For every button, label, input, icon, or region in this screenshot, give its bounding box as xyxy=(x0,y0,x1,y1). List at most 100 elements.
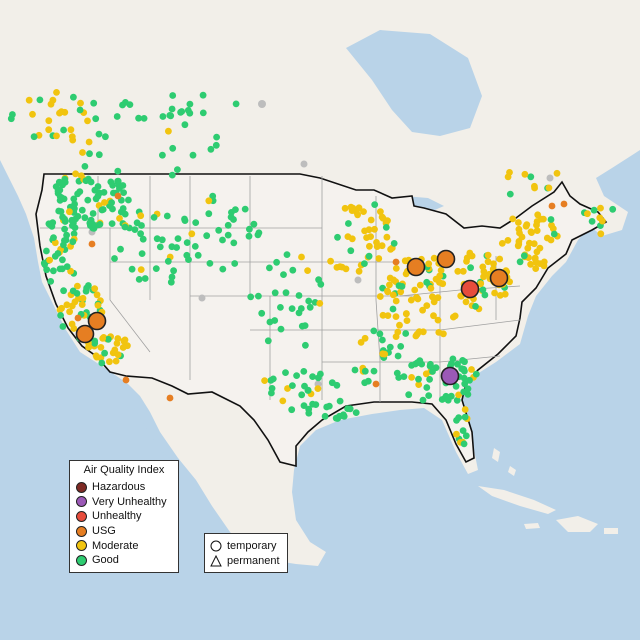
monitor-marker[interactable] xyxy=(405,391,413,399)
monitor-marker[interactable] xyxy=(533,227,541,235)
monitor-marker[interactable] xyxy=(407,296,415,304)
monitor-marker[interactable] xyxy=(416,281,424,289)
monitor-marker[interactable] xyxy=(159,151,166,159)
monitor-marker[interactable] xyxy=(392,313,400,320)
monitor-marker[interactable] xyxy=(56,193,64,201)
monitor-marker[interactable] xyxy=(496,255,504,263)
monitor-marker[interactable] xyxy=(108,220,116,228)
monitor-marker[interactable] xyxy=(347,247,355,255)
monitor-marker[interactable] xyxy=(348,235,356,243)
monitor-marker[interactable] xyxy=(68,133,76,141)
monitor-marker[interactable] xyxy=(419,396,427,404)
monitor-marker[interactable] xyxy=(71,298,79,306)
monitor-marker[interactable] xyxy=(376,330,384,338)
monitor-marker[interactable] xyxy=(345,220,352,227)
monitor-marker[interactable] xyxy=(30,133,38,141)
monitor-marker[interactable] xyxy=(395,374,403,381)
monitor-marker[interactable] xyxy=(532,265,540,272)
monitor-marker[interactable] xyxy=(516,258,524,266)
monitor-marker[interactable] xyxy=(203,232,211,240)
monitor-marker[interactable] xyxy=(185,256,192,263)
monitor-marker[interactable] xyxy=(437,267,445,274)
monitor-marker[interactable] xyxy=(84,117,91,125)
monitor-marker[interactable] xyxy=(99,206,107,213)
monitor-marker[interactable] xyxy=(186,100,194,108)
monitor-marker[interactable] xyxy=(168,105,176,113)
monitor-marker[interactable] xyxy=(386,343,394,351)
monitor-marker[interactable] xyxy=(403,310,410,317)
monitor-marker[interactable] xyxy=(57,312,64,319)
monitor-marker[interactable] xyxy=(177,108,185,116)
monitor-marker[interactable] xyxy=(429,293,436,301)
monitor-marker[interactable] xyxy=(79,294,87,302)
monitor-marker[interactable] xyxy=(166,112,174,119)
monitor-marker[interactable] xyxy=(137,266,145,273)
monitor-marker[interactable] xyxy=(321,412,329,420)
monitor-marker[interactable] xyxy=(354,211,361,219)
monitor-marker[interactable] xyxy=(43,247,50,255)
monitor-marker[interactable] xyxy=(97,344,105,351)
monitor-marker[interactable] xyxy=(467,264,474,272)
monitor-marker[interactable] xyxy=(59,213,66,221)
monitor-marker[interactable] xyxy=(84,196,92,204)
monitor-marker[interactable] xyxy=(371,201,379,209)
monitor-marker[interactable] xyxy=(398,283,406,290)
monitor-marker[interactable] xyxy=(60,287,67,295)
monitor-marker[interactable] xyxy=(60,126,67,134)
monitor-marker[interactable] xyxy=(528,229,535,237)
monitor-marker[interactable] xyxy=(295,292,303,299)
monitor-marker[interactable] xyxy=(61,108,69,116)
monitor-marker[interactable] xyxy=(408,362,415,369)
monitor-marker[interactable] xyxy=(51,239,59,247)
monitor-marker[interactable] xyxy=(70,230,78,238)
monitor-marker[interactable] xyxy=(477,280,485,288)
monitor-marker[interactable] xyxy=(453,396,461,404)
monitor-marker[interactable] xyxy=(547,236,555,244)
monitor-marker[interactable] xyxy=(245,232,253,240)
monitor-marker[interactable] xyxy=(181,215,188,223)
monitor-marker[interactable] xyxy=(427,360,434,368)
monitor-marker[interactable] xyxy=(496,292,504,299)
monitor-marker[interactable] xyxy=(515,219,522,226)
monitor-marker[interactable] xyxy=(472,370,480,378)
monitor-marker[interactable] xyxy=(91,223,98,231)
monitor-marker[interactable] xyxy=(164,257,172,265)
monitor-marker[interactable] xyxy=(188,230,196,238)
monitor-marker[interactable] xyxy=(207,145,215,153)
monitor-marker[interactable] xyxy=(455,391,462,399)
monitor-marker[interactable] xyxy=(392,333,400,340)
monitor-marker[interactable] xyxy=(269,375,277,383)
monitor-marker[interactable] xyxy=(314,385,322,392)
monitor-marker[interactable] xyxy=(288,305,296,312)
monitor-marker[interactable] xyxy=(56,265,64,273)
monitor-marker[interactable] xyxy=(114,177,121,185)
monitor-marker[interactable] xyxy=(461,358,468,366)
monitor-marker[interactable] xyxy=(314,374,322,382)
monitor-marker[interactable] xyxy=(472,303,479,310)
monitor-marker[interactable] xyxy=(45,117,53,125)
monitor-marker[interactable] xyxy=(258,309,266,317)
monitor-marker[interactable] xyxy=(83,284,90,292)
monitor-marker[interactable] xyxy=(114,335,122,342)
monitor-marker[interactable] xyxy=(224,221,232,229)
monitor-marker[interactable] xyxy=(93,291,101,299)
monitor-marker[interactable] xyxy=(531,182,538,190)
monitor-marker[interactable] xyxy=(325,402,333,410)
monitor-marker[interactable] xyxy=(66,308,73,316)
monitor-marker[interactable] xyxy=(440,330,447,338)
monitor-marker[interactable] xyxy=(124,196,132,204)
monitor-marker[interactable] xyxy=(547,216,555,223)
monitor-marker[interactable] xyxy=(205,210,213,218)
monitor-marker[interactable] xyxy=(298,253,305,261)
monitor-marker[interactable] xyxy=(597,204,604,212)
monitor-marker[interactable] xyxy=(301,322,309,329)
monitor-marker[interactable] xyxy=(425,392,433,399)
monitor-marker[interactable] xyxy=(255,292,262,300)
monitor-marker[interactable] xyxy=(301,382,308,390)
monitor-marker[interactable] xyxy=(111,346,119,354)
monitor-marker[interactable] xyxy=(186,109,194,117)
monitor-marker[interactable] xyxy=(466,376,473,384)
monitor-marker[interactable] xyxy=(168,273,176,281)
monitor-marker[interactable] xyxy=(365,252,373,260)
monitor-marker[interactable] xyxy=(444,396,452,404)
